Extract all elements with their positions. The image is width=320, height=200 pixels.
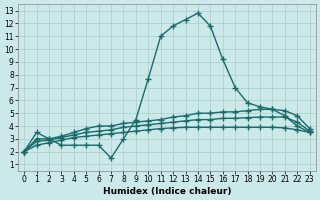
X-axis label: Humidex (Indice chaleur): Humidex (Indice chaleur) xyxy=(103,187,231,196)
